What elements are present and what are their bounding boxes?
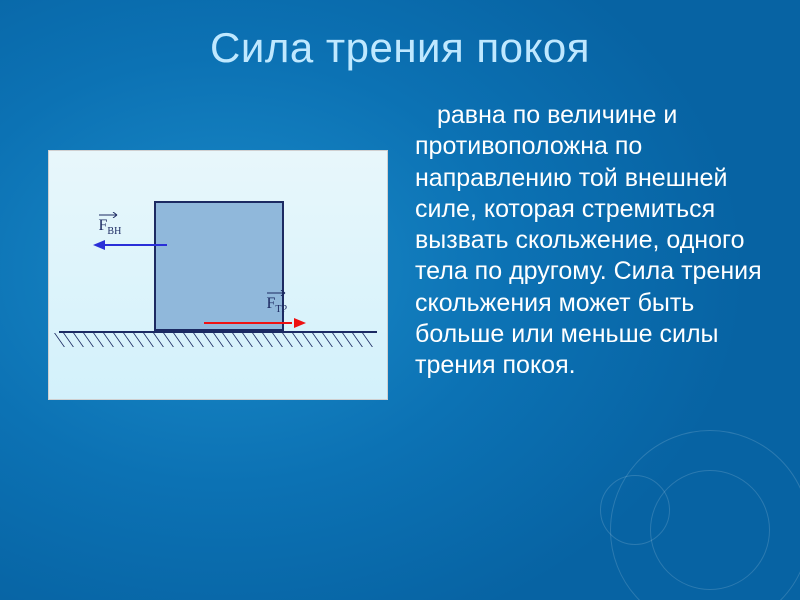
slide: Сила трения покоя FВН bbox=[0, 0, 800, 600]
friction-force-label: FТР bbox=[267, 296, 288, 315]
external-force-label: FВН bbox=[99, 218, 122, 237]
force-subscript: ВН bbox=[107, 226, 121, 237]
body-text: равна по величине и противоположна по на… bbox=[415, 100, 770, 381]
block-body bbox=[154, 201, 284, 331]
figure-column: FВН FТР bbox=[40, 100, 395, 570]
force-subscript: ТР bbox=[275, 304, 287, 315]
vector-overline-icon bbox=[267, 290, 288, 292]
content-row: FВН FТР равна по вели bbox=[40, 100, 770, 570]
arrow-head-icon bbox=[294, 318, 306, 328]
text-column: равна по величине и противоположна по на… bbox=[395, 100, 770, 570]
slide-title: Сила трения покоя bbox=[0, 24, 800, 72]
ground-hatching bbox=[59, 333, 377, 349]
arrow-shaft bbox=[105, 244, 167, 246]
ground-surface bbox=[59, 331, 377, 351]
vector-overline-icon bbox=[99, 212, 122, 214]
friction-diagram: FВН FТР bbox=[48, 150, 388, 400]
arrow-shaft bbox=[204, 322, 292, 324]
arrow-head-icon bbox=[93, 240, 105, 250]
